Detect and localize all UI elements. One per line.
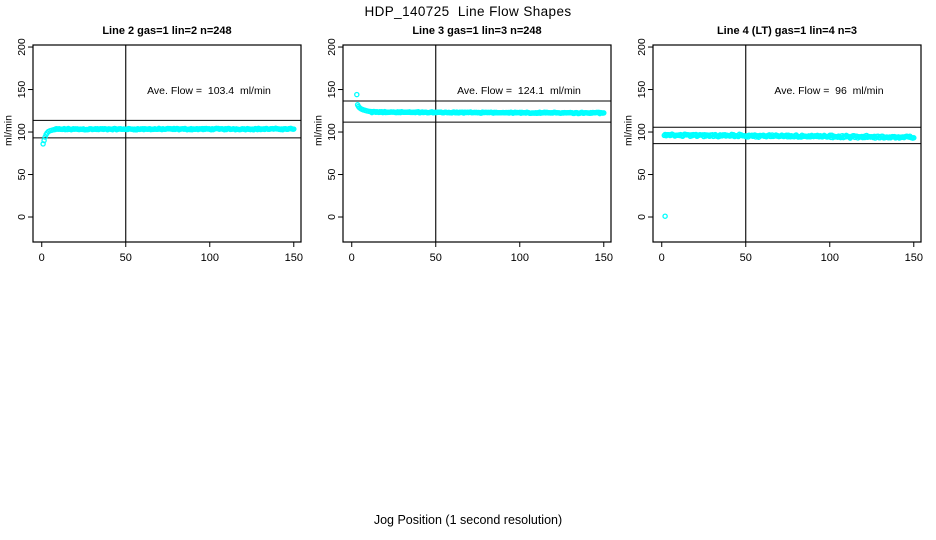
plot-box [32, 44, 302, 243]
x-tick-label: 150 [285, 252, 303, 264]
data-point [354, 91, 360, 98]
x-tick-label: 0 [349, 252, 355, 264]
x-tick-label: 100 [201, 252, 219, 264]
panel-2-ave-flow-annotation: Ave. Flow = 124.1 ml/min [457, 85, 581, 97]
plot-box [342, 44, 612, 243]
x-tick-label: 50 [120, 252, 132, 264]
y-tick-label: 200 [636, 38, 648, 56]
y-tick-label: 100 [326, 123, 338, 141]
y-tick-label: 150 [16, 81, 28, 99]
data-point [291, 126, 297, 132]
data-points [40, 125, 297, 147]
figure-title: HDP_140725 Line Flow Shapes [364, 4, 572, 19]
panel-3-title: Line 4 (LT) gas=1 lin=4 n=3 [716, 25, 858, 37]
x-axis-title: Jog Position (1 second resolution) [373, 513, 563, 527]
data-point [662, 213, 668, 219]
panel-2-title: Line 3 gas=1 lin=3 n=248 [412, 25, 542, 37]
y-tick-label: 200 [326, 38, 338, 56]
x-tick-label: 150 [905, 252, 923, 264]
data-point [601, 110, 607, 116]
y-tick-label: 100 [636, 123, 648, 141]
y-tick-label: 100 [16, 123, 28, 141]
data-points [661, 131, 917, 219]
data-points [354, 91, 607, 117]
y-tick-label: 50 [16, 169, 28, 181]
y-tick-label: 200 [16, 38, 28, 56]
panel-1-title: Line 2 gas=1 lin=2 n=248 [102, 25, 232, 37]
y-tick-label: 50 [636, 169, 648, 181]
x-tick-label: 100 [821, 252, 839, 264]
x-tick-label: 0 [39, 252, 45, 264]
x-tick-label: 50 [740, 252, 752, 264]
panel-1: 0 50 100 150 0 50 100 150 200 [16, 38, 303, 264]
panel-1-ave-flow-annotation: Ave. Flow = 103.4 ml/min [147, 85, 271, 97]
y-tick-label: 150 [326, 81, 338, 99]
x-tick-label: 150 [595, 252, 613, 264]
data-point [911, 135, 917, 141]
y-tick-label: 50 [326, 169, 338, 181]
panel-1-y-axis-label: ml/min [2, 115, 15, 146]
y-tick-label: 0 [636, 214, 648, 220]
x-tick-label: 0 [659, 252, 665, 264]
x-tick-label: 50 [430, 252, 442, 264]
panel-3-y-axis-label: ml/min [622, 115, 635, 146]
y-tick-label: 0 [326, 214, 338, 220]
y-tick-label: 150 [636, 81, 648, 99]
panel-3-ave-flow-annotation: Ave. Flow = 96 ml/min [774, 85, 884, 97]
panel-2-y-axis-label: ml/min [312, 115, 325, 146]
x-tick-label: 100 [511, 252, 529, 264]
y-tick-label: 0 [16, 214, 28, 220]
panel-3: 0 50 100 150 0 50 100 150 200 [636, 38, 923, 264]
panel-2: 0 50 100 150 0 50 100 150 200 [326, 38, 613, 264]
